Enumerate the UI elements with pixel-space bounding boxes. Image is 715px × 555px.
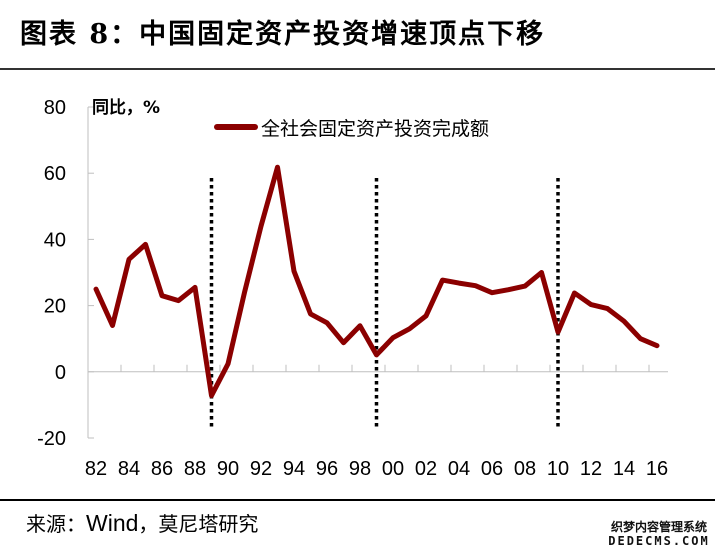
source-prefix: 来源： [26, 512, 86, 536]
x-tick-label: 02 [415, 458, 437, 480]
watermark-line-1: 织梦内容管理系统 [610, 520, 707, 534]
bottom-divider [0, 499, 715, 501]
x-tick-label: 16 [646, 458, 668, 480]
source-suffix: ，莫尼塔研究 [138, 512, 259, 536]
x-tick-label: 94 [283, 458, 305, 480]
legend: 全社会固定资产投资完成额 [214, 118, 489, 140]
y-tick-label: 40 [44, 229, 66, 251]
x-tick-label: 06 [481, 458, 503, 480]
series-polyline [93, 164, 660, 399]
line-chart: -20 0 20 40 60 80 82 84 86 88 90 92 94 96 98 00 02 04 06 0… [37, 97, 668, 480]
x-tick-label: 82 [85, 458, 107, 480]
x-tick-label: 14 [613, 458, 635, 480]
x-tick-label: 04 [448, 458, 470, 480]
legend-label: 全社会固定资产投资完成额 [261, 118, 489, 140]
y-axis: -20 0 20 40 60 80 [37, 97, 94, 450]
y-tick-label: -20 [37, 428, 66, 450]
x-tick-label: 86 [151, 458, 173, 480]
x-tick-label: 12 [580, 458, 602, 480]
x-tick-label: 08 [514, 458, 536, 480]
source-provider: Wind [86, 510, 139, 536]
x-axis: 82 84 86 88 90 92 94 96 98 00 02 04 06 08 10 12 14 16 [85, 364, 668, 480]
x-tick-label: 88 [184, 458, 206, 480]
x-tick-label: 10 [547, 458, 569, 480]
y-tick-label: 20 [44, 296, 66, 318]
watermark: 织梦内容管理系统 DEDECMS.COM [604, 520, 714, 548]
chart-title: 图表 8：中国固定资产投资增速顶点下移 [20, 19, 546, 50]
y-tick-label: 80 [44, 97, 66, 119]
x-tick-label: 92 [250, 458, 272, 480]
x-tick-label: 84 [118, 458, 140, 480]
x-tick-label: 00 [382, 458, 404, 480]
x-tick-label: 98 [349, 458, 371, 480]
x-tick-label: 90 [217, 458, 239, 480]
x-tick-label: 96 [316, 458, 338, 480]
y-tick-label: 0 [55, 362, 66, 384]
y-tick-label: 60 [44, 163, 66, 185]
series-line [93, 164, 660, 399]
source-note: 来源：Wind，莫尼塔研究 [26, 508, 258, 537]
watermark-line-2: DEDECMS.COM [608, 534, 710, 548]
top-divider [0, 68, 715, 70]
y-axis-unit-label: 同比，% [92, 97, 160, 118]
